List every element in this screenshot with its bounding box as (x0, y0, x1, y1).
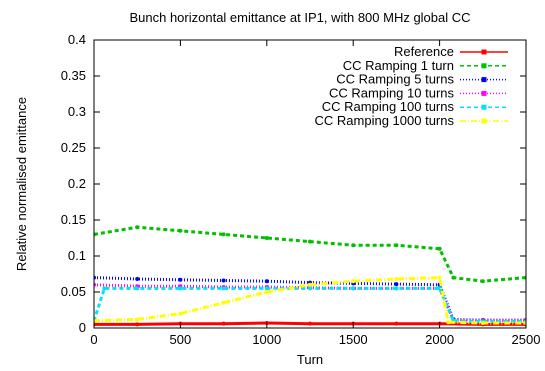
x-tick-label: 2500 (512, 332, 541, 347)
data-point-0 (394, 321, 399, 326)
data-point-4 (221, 286, 226, 291)
data-point-5 (308, 282, 312, 287)
data-point-2 (178, 277, 183, 282)
y-tick-label: 0.4 (68, 32, 86, 47)
data-point-1 (480, 279, 485, 284)
data-point-5 (221, 300, 226, 305)
data-point-4 (308, 286, 312, 291)
data-point-1 (135, 225, 140, 230)
y-tick-label: 0.15 (61, 212, 86, 227)
legend-marker (481, 49, 487, 55)
data-point-1 (221, 232, 226, 237)
data-point-5 (264, 290, 269, 294)
legend-marker (481, 104, 487, 110)
series-layer (94, 225, 526, 327)
legend-label: CC Ramping 5 turns (336, 72, 454, 87)
data-point-2 (394, 282, 399, 287)
data-point-1 (308, 239, 312, 244)
legend-label: Reference (394, 44, 454, 59)
x-axis-label: Turn (297, 352, 323, 367)
data-point-5 (178, 311, 183, 316)
legend-label: CC Ramping 10 turns (329, 85, 454, 100)
data-point-5 (437, 275, 442, 280)
y-tick-label: 0.3 (68, 104, 86, 119)
y-tick-label: 0.1 (68, 248, 86, 263)
data-point-4 (264, 286, 269, 291)
y-tick-label: 0 (79, 320, 86, 335)
data-point-4 (102, 286, 107, 291)
data-point-4 (394, 286, 399, 291)
x-tick-label: 1000 (252, 332, 281, 347)
data-point-5 (446, 320, 451, 325)
data-point-1 (437, 246, 442, 251)
series-line-1 (94, 225, 526, 283)
data-point-0 (308, 321, 312, 326)
data-point-1 (264, 236, 269, 240)
data-point-4 (178, 286, 183, 291)
y-tick-label: 0.2 (68, 176, 86, 191)
legend-marker (481, 118, 487, 124)
legend-label: CC Ramping 1 turn (343, 58, 454, 73)
data-point-1 (351, 243, 356, 248)
legend-marker (481, 63, 487, 69)
x-tick-label: 500 (170, 332, 192, 347)
ticks-layer: 0 500 1000 1500 2000 2500 0 0.05 0.1 0.15 0.2 0.25 0… (61, 32, 541, 347)
data-point-2 (221, 278, 226, 283)
legend-marker (481, 77, 487, 83)
data-point-1 (451, 275, 456, 280)
data-point-4 (135, 286, 140, 291)
y-axis-label: Relative normalised emittance (14, 97, 29, 271)
data-point-4 (351, 286, 356, 291)
data-point-0 (135, 322, 140, 327)
data-point-0 (221, 321, 226, 326)
x-tick-label: 1500 (339, 332, 368, 347)
data-point-2 (264, 279, 269, 284)
x-tick-label: 0 (90, 332, 97, 347)
data-point-4 (437, 286, 442, 291)
data-point-5 (394, 277, 399, 282)
x-tick-label: 2000 (425, 332, 454, 347)
y-tick-label: 0.05 (61, 284, 86, 299)
chart-title: Bunch horizontal emittance at IP1, with … (129, 10, 470, 25)
legend-label: CC Ramping 100 turns (322, 99, 455, 114)
y-tick-label: 0.35 (61, 68, 86, 83)
data-point-5 (135, 317, 140, 322)
series-line-5 (94, 276, 526, 325)
y-tick-label: 0.25 (61, 140, 86, 155)
legend-label: CC Ramping 1000 turns (315, 113, 455, 128)
data-point-2 (135, 277, 140, 282)
legend-marker (481, 90, 487, 96)
data-point-1 (394, 243, 399, 248)
data-point-5 (480, 320, 485, 325)
data-point-1 (178, 228, 183, 233)
data-point-5 (351, 279, 356, 284)
